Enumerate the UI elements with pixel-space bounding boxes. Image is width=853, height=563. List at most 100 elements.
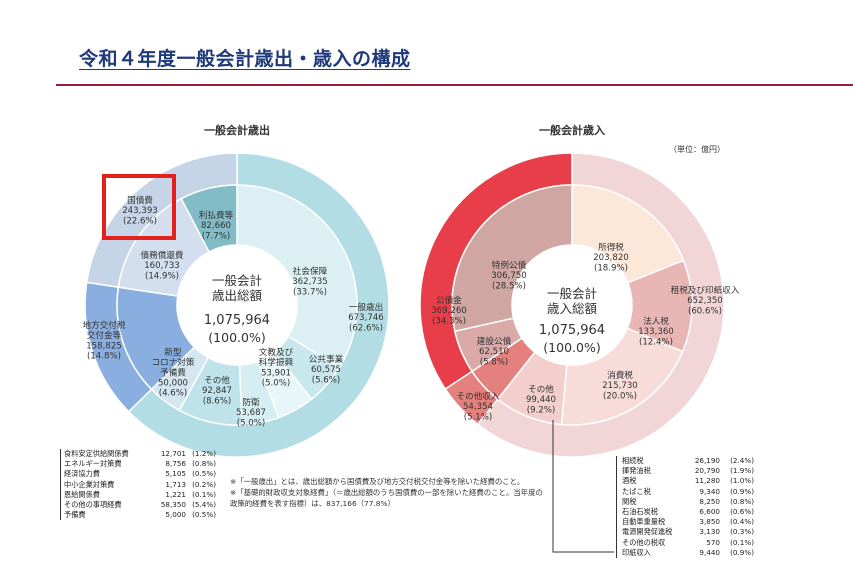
rev-detail-pct: (0.6%): [730, 507, 754, 517]
expenditure-detail-list: 食料安定供給関係費 12,701 (1.2%) エネルギー対策費 8,756 (0.8%)…: [60, 449, 216, 521]
exp-detail-row: 恩給関係費 1,221 (0.1%): [64, 490, 216, 500]
rev-detail-row: 相続税 26,190 (2.4%): [622, 456, 756, 466]
exp-detail-label: 予備費: [64, 510, 86, 520]
detail-connector: [552, 420, 614, 553]
rev-detail-label: たばこ税: [622, 486, 651, 496]
highlight-box: [102, 174, 176, 240]
label-ippan-saishutsu: 一般歳出 673,746 (62.6%): [348, 301, 384, 333]
rev-detail-pct: (0.3%): [730, 527, 754, 537]
footnotes: ※「一般歳出」とは、歳出総額から国債費及び地方交付税交付金等を除いた経費のこと。…: [230, 476, 550, 509]
revenue-center-pct: (100.0%): [543, 340, 600, 355]
label-sozei: 租税及び印紙収入 652,350 (60.6%): [671, 284, 740, 316]
rev-detail-row: 揮発油税 20,790 (1.9%): [622, 466, 756, 476]
label-haraihi: 利払費等 82,660 (7.7%): [199, 209, 234, 241]
rev-detail-value: 8,250: [699, 496, 720, 506]
rev-detail-row: 石油石炭税 6,600 (0.6%): [622, 507, 756, 517]
exp-detail-row: 予備費 5,000 (0.5%): [64, 510, 216, 520]
exp-detail-row: 中小企業対策費 1,713 (0.2%): [64, 480, 216, 490]
exp-detail-pct: (0.5%): [192, 469, 216, 479]
expenditure-title: 一般会計歳出: [204, 123, 270, 137]
footnote-1: ※「一般歳出」とは、歳出総額から国債費及び地方交付税交付金等を除いた経費のこと。: [230, 477, 525, 486]
rev-detail-value: 6,600: [699, 507, 720, 517]
rev-detail-label: 自動車重量税: [622, 517, 666, 527]
rev-detail-row: 印紙収入 9,440 (0.9%): [622, 548, 756, 558]
exp-detail-label: 恩給関係費: [64, 489, 100, 499]
rev-detail-value: 20,790: [694, 466, 720, 476]
rev-detail-pct: (0.9%): [730, 547, 754, 557]
exp-detail-label: 中小企業対策費: [64, 479, 115, 489]
rev-detail-pct: (0.4%): [730, 517, 754, 527]
rev-detail-label: 印紙収入: [622, 547, 651, 557]
rev-detail-pct: (0.9%): [730, 486, 754, 496]
label-tokurei-kosai: 特例公債 306,750 (28.5%): [491, 259, 527, 291]
expenditure-center-pct: (100.0%): [208, 330, 265, 345]
rev-detail-label: 電源開発促進税: [622, 527, 673, 537]
label-corona: 新型コロナ対策予備費 50,000 (4.6%): [152, 346, 195, 399]
exp-detail-pct: (0.8%): [192, 459, 216, 469]
label-sonota-exp: その他 92,847 (8.6%): [202, 374, 232, 406]
label-saimu-shokan: 債務償還費 160,733 (14.9%): [141, 249, 184, 281]
rev-detail-row: 酒税 11,280 (1.0%): [622, 476, 756, 486]
exp-detail-pct: (0.2%): [192, 479, 216, 489]
label-shohizei: 消費税 215,730 (20.0%): [602, 369, 638, 401]
rev-detail-pct: (1.0%): [730, 476, 754, 486]
rev-detail-row: 関税 8,250 (0.8%): [622, 497, 756, 507]
rev-detail-row: 自動車重量税 3,850 (0.4%): [622, 517, 756, 527]
exp-detail-row: エネルギー対策費 8,756 (0.8%): [64, 459, 216, 469]
exp-detail-pct: (5.4%): [192, 500, 216, 510]
exp-detail-value: 5,105: [165, 469, 186, 479]
exp-detail-row: その他の事項経費 58,350 (5.4%): [64, 500, 216, 510]
label-shotokuzei: 所得税 203,820 (18.9%): [593, 241, 629, 273]
rev-detail-row: 電源開発促進税 3,130 (0.3%): [622, 527, 756, 537]
rev-detail-value: 9,440: [699, 547, 720, 557]
expenditure-center-value: 1,075,964: [204, 313, 270, 328]
rev-detail-label: 関税: [622, 496, 637, 506]
rev-detail-label: 酒税: [622, 476, 637, 486]
label-hojinzei: 法人税 133,360 (12.4%): [638, 315, 674, 347]
exp-inner-slice-8: [180, 184, 238, 253]
exp-detail-row: 食料安定供給関係費 12,701 (1.2%): [64, 449, 216, 459]
rev-detail-value: 26,190: [694, 456, 720, 465]
rev-detail-label: その他の税収: [622, 537, 666, 547]
unit-label: （単位：億円）: [669, 145, 725, 154]
label-kensetsu-kosai: 建設公債 62,510 (5.8%): [477, 335, 512, 367]
label-sonota-shunyu: その他収入 54,354 (5.1%): [457, 390, 500, 422]
rev-detail-value: 9,340: [699, 486, 720, 496]
exp-detail-label: 経済協力費: [64, 469, 100, 479]
footnote-2: ※「基礎的財政収支対象経費」（＝歳出総額のうち国債費の一部を除いた経費のこと。当…: [230, 488, 543, 508]
title-rule: [56, 84, 853, 86]
revenue-center-label: 一般会計歳入総額: [547, 286, 598, 316]
rev-detail-pct: (1.9%): [730, 466, 754, 476]
rev-detail-label: 相続税: [622, 456, 644, 465]
expenditure-center-label: 一般会計歳出総額: [212, 273, 263, 303]
revenue-center-value: 1,075,964: [539, 323, 605, 338]
rev-detail-pct: (0.1%): [730, 537, 754, 547]
label-kokyo-jigyo: 公共事業 60,575 (5.6%): [309, 353, 344, 385]
revenue-title: 一般会計歳入: [539, 123, 605, 137]
exp-detail-value: 5,000: [165, 510, 186, 520]
exp-detail-label: エネルギー対策費: [64, 459, 122, 469]
label-boei: 防衛 53,687 (5.0%): [236, 396, 266, 428]
rev-detail-value: 11,280: [694, 476, 720, 486]
exp-detail-value: 12,701: [160, 449, 186, 458]
exp-detail-value: 1,713: [165, 479, 186, 489]
exp-detail-row: 経済協力費 5,105 (0.5%): [64, 469, 216, 479]
exp-detail-value: 58,350: [160, 500, 186, 510]
revenue-detail-list: 相続税 26,190 (2.4%) 揮発油税 20,790 (1.9%) 酒税 11,280 (…: [616, 456, 756, 559]
rev-detail-value: 3,130: [699, 527, 720, 537]
label-kosaikin: 公債金 369,260 (34.3%): [431, 294, 467, 326]
exp-detail-pct: (0.5%): [192, 510, 216, 520]
label-kokusaihi: 国債費 243,393 (22.6%): [122, 194, 158, 226]
rev-detail-label: 石油石炭税: [622, 507, 658, 517]
label-shakai-hosho: 社会保障 362,735 (33.7%): [292, 265, 328, 297]
exp-detail-value: 1,221: [165, 489, 186, 499]
exp-detail-pct: (0.1%): [192, 489, 216, 499]
label-sonota-rev: その他 99,440 (9.2%): [526, 383, 556, 415]
page-title: 令和４年度一般会計歳出・歳入の構成: [79, 48, 411, 70]
rev-detail-value: 3,850: [699, 517, 720, 527]
rev-detail-pct: (0.8%): [730, 496, 754, 506]
exp-detail-label: その他の事項経費: [64, 500, 122, 510]
rev-detail-label: 揮発油税: [622, 466, 651, 476]
